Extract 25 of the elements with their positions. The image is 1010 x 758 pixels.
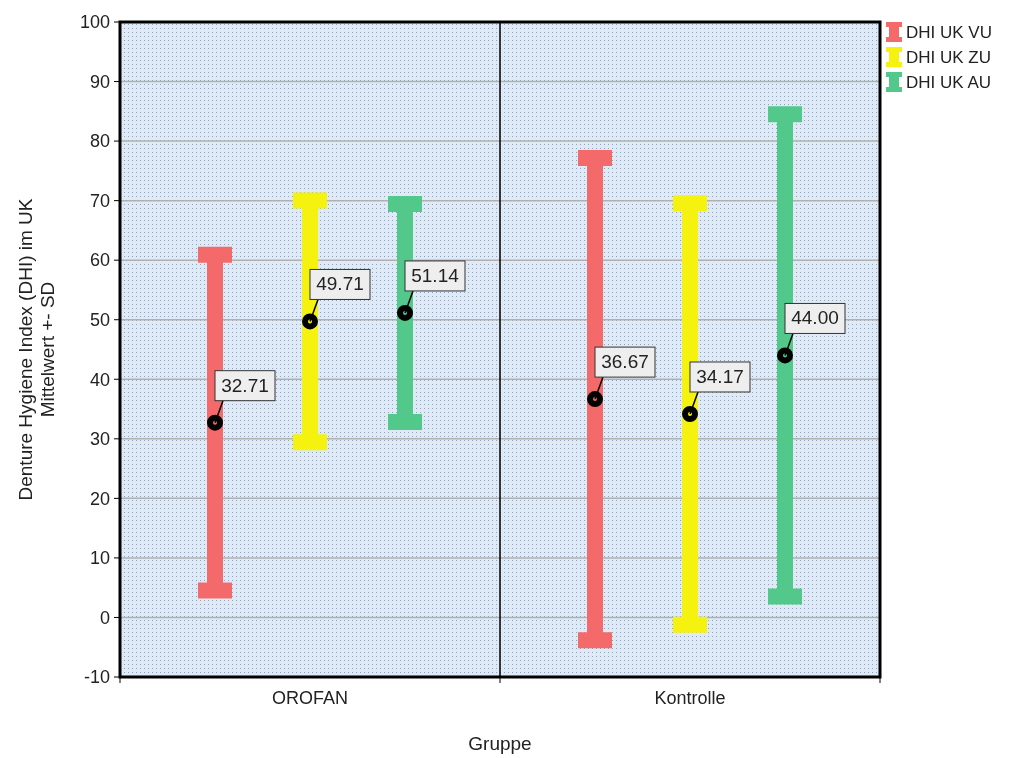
y-tick-label: 60	[89, 250, 110, 271]
y-tick-label: -10	[83, 667, 110, 688]
y-tick-label: 100	[79, 12, 110, 33]
y-axis-title: Denture Hygiene Index (DHI) im UK Mittelwert +- SD	[15, 198, 58, 501]
y-tick-label: 10	[89, 548, 110, 569]
y-tick-label: 50	[89, 310, 110, 331]
y-tick-label: 0	[99, 607, 110, 628]
data-label: 36.67	[601, 351, 649, 373]
y-tick-label: 70	[89, 190, 110, 211]
y-tick-label: 90	[89, 71, 110, 92]
legend-label: DHI UK ZU	[906, 48, 991, 67]
y-tick-label: 30	[89, 429, 110, 450]
legend-label: DHI UK AU	[906, 73, 992, 92]
data-label: 34.17	[696, 365, 744, 387]
y-tick-label: 80	[89, 131, 110, 152]
data-label: 44.00	[791, 307, 839, 329]
x-axis-title: Gruppe	[468, 733, 532, 754]
x-tick-label: OROFAN	[271, 688, 349, 708]
y-tick-label: 40	[89, 369, 110, 390]
y-tick-label: 20	[89, 488, 110, 509]
x-tick-label: Kontrolle	[654, 688, 726, 708]
data-label: 49.71	[316, 273, 364, 295]
legend-label: DHI UK VU	[906, 23, 992, 42]
data-label: 51.14	[411, 264, 460, 286]
data-label: 32.71	[221, 374, 269, 396]
